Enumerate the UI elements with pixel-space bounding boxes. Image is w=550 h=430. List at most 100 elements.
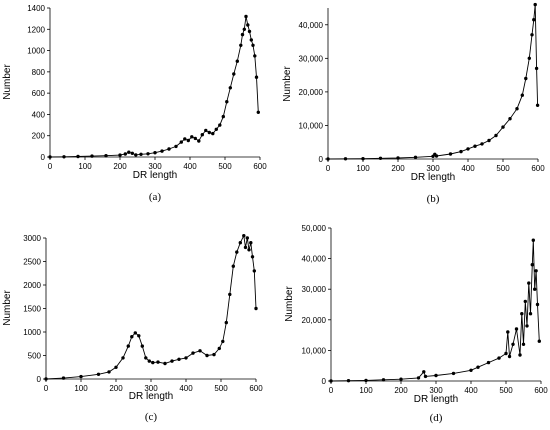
data-point: [528, 312, 533, 316]
y-tick-label: 50,000: [302, 224, 327, 233]
data-point: [245, 236, 249, 240]
data-point: [104, 154, 108, 158]
data-point: [473, 144, 477, 148]
x-tick-label: 500: [218, 162, 232, 171]
data-point: [480, 142, 484, 146]
x-tick-label: 500: [214, 384, 228, 393]
data-point: [434, 154, 439, 158]
data-point: [130, 335, 134, 339]
y-tick-label: 40,000: [299, 21, 324, 30]
data-point: [224, 320, 228, 325]
data-point: [249, 241, 253, 245]
x-tick-label: 400: [464, 386, 478, 395]
x-tick-label: 400: [461, 164, 475, 173]
x-tick-label: 500: [496, 164, 510, 173]
data-point: [533, 2, 537, 7]
data-point: [221, 339, 225, 344]
data-point: [228, 292, 232, 297]
data-point: [494, 133, 498, 138]
x-tick-label: 0: [329, 386, 334, 395]
x-tick-label: 600: [531, 164, 545, 173]
data-point: [523, 299, 527, 304]
x-tick-label: 500: [499, 386, 513, 395]
data-point: [107, 370, 111, 374]
data-point: [534, 269, 538, 273]
x-tick-label: 100: [74, 384, 88, 393]
data-point: [79, 374, 83, 379]
x-tick-label: 0: [44, 384, 49, 393]
y-axis-label: Number: [2, 290, 13, 326]
data-point: [167, 147, 171, 151]
data-point: [242, 27, 246, 31]
data-point: [48, 155, 52, 159]
y-tick-label: 1200: [27, 25, 45, 34]
data-point: [207, 130, 211, 135]
data-point: [239, 43, 243, 47]
data-point: [163, 361, 167, 366]
data-point: [221, 114, 225, 119]
data-point: [381, 378, 386, 382]
data-point: [44, 377, 48, 381]
data-point: [329, 379, 333, 383]
data-point: [179, 140, 183, 144]
data-point: [515, 107, 519, 111]
data-point: [76, 154, 80, 159]
data-point: [247, 29, 252, 34]
data-point: [217, 346, 221, 351]
data-point: [177, 357, 181, 361]
panel-label: (b): [427, 193, 440, 205]
data-point: [211, 131, 215, 136]
data-point: [127, 150, 131, 154]
y-tick-label: 1000: [23, 328, 41, 337]
x-tick-label: 100: [356, 164, 370, 173]
data-point: [147, 359, 151, 363]
data-point: [198, 349, 202, 353]
data-point: [243, 245, 248, 250]
data-point: [396, 156, 400, 160]
data-point: [228, 86, 232, 90]
data-point: [62, 155, 66, 159]
x-axis-label: DR length: [129, 391, 173, 402]
y-tick-label: 10,000: [302, 346, 327, 355]
data-point: [253, 54, 257, 58]
panel-a: 0 100 200 300 400 500 600 0 200 400 600 800 1000 1200…: [2, 4, 267, 203]
data-point: [530, 263, 534, 267]
panel-label: (d): [430, 412, 443, 424]
data-point: [156, 360, 160, 364]
data-point: [139, 152, 143, 156]
data-point: [343, 157, 348, 161]
y-tick-label: 40,000: [302, 255, 327, 264]
x-tick-label: 400: [179, 384, 193, 393]
y-axis-label: Number: [284, 286, 295, 322]
data-point: [123, 152, 128, 156]
data-point: [251, 43, 255, 47]
data-point: [190, 135, 194, 139]
data-point: [96, 372, 101, 376]
y-tick-label: 200: [32, 132, 46, 141]
data-point: [487, 138, 491, 143]
data-point: [114, 365, 118, 369]
data-point: [501, 125, 505, 129]
data-point: [90, 154, 94, 158]
data-point: [160, 149, 164, 153]
data-point: [527, 56, 531, 60]
y-tick-label: 1500: [23, 305, 41, 314]
data-point: [134, 153, 138, 157]
data-point: [242, 234, 246, 238]
data-point: [466, 147, 470, 151]
data-point: [126, 344, 130, 348]
data-point: [232, 72, 236, 76]
data-point: [250, 255, 255, 259]
data-point: [364, 378, 368, 383]
x-tick-label: 100: [78, 162, 92, 171]
series-line: [45, 234, 257, 380]
y-tick-label: 0: [37, 375, 42, 384]
x-tick-label: 0: [326, 164, 331, 173]
data-point: [537, 339, 541, 343]
data-point: [451, 371, 456, 376]
data-point: [520, 312, 524, 316]
x-tick-label: 600: [249, 384, 263, 393]
data-point: [504, 351, 508, 356]
data-point: [413, 155, 418, 159]
y-tick-label: 3000: [23, 234, 41, 243]
